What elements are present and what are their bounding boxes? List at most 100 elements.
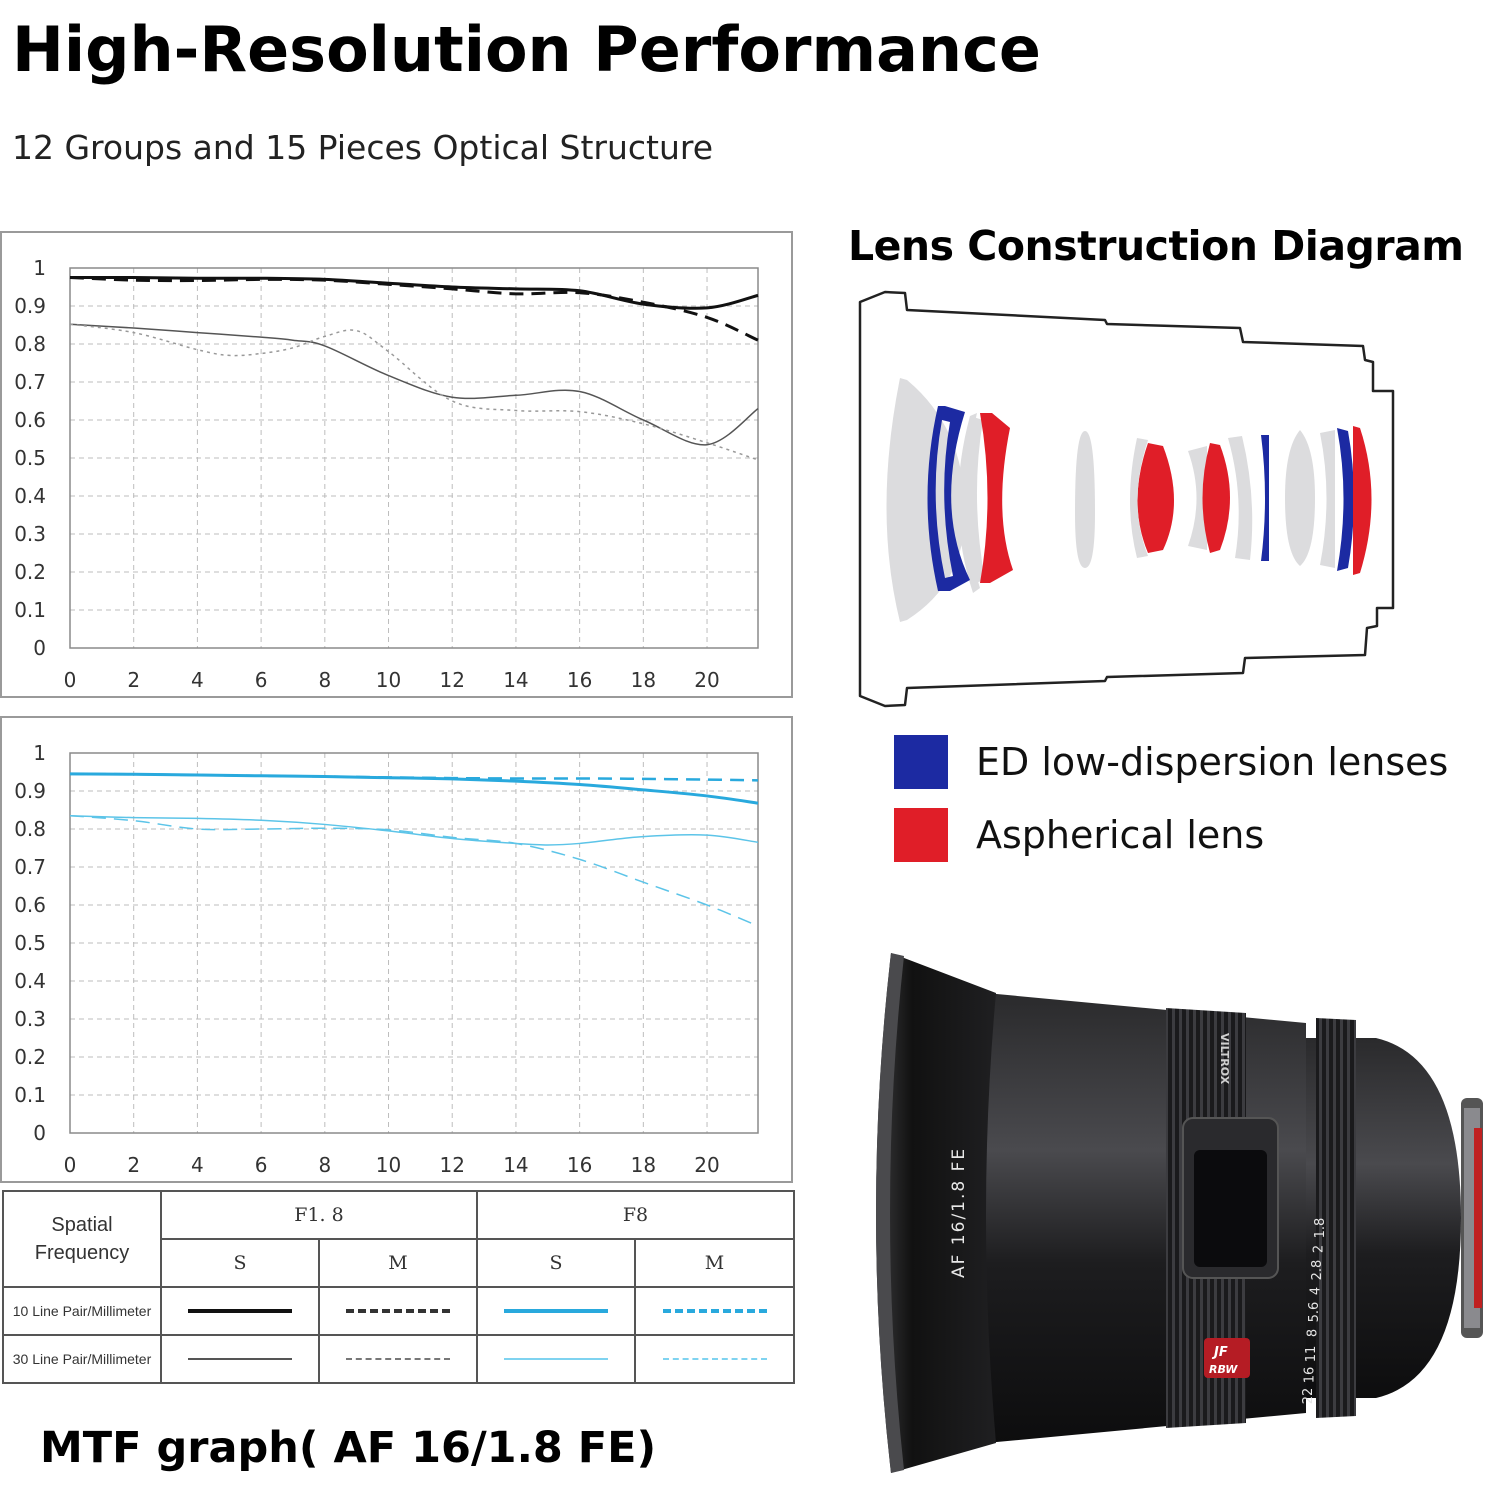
optical-element [1075, 431, 1095, 568]
legend-swatch-aspherical [894, 808, 948, 862]
page-subtitle: 12 Groups and 15 Pieces Optical Structur… [12, 128, 714, 167]
y-tick-label: 0.4 [14, 484, 46, 508]
aperture-mark: 11 [1304, 1346, 1319, 1363]
aspherical-lens-element [1353, 426, 1372, 575]
y-tick-label: 0.9 [14, 294, 46, 318]
mtf-series-line-3 [69, 814, 759, 846]
mtf-series-line-2 [69, 772, 759, 782]
optical-element [958, 413, 980, 593]
lens-barrel-outline [858, 290, 1395, 708]
line-sample [188, 1358, 292, 1360]
x-tick-label: 0 [64, 1153, 77, 1177]
y-tick-label: 0.1 [14, 598, 46, 622]
brand-label: VILTROX [1218, 1033, 1231, 1085]
y-tick-label: 0.5 [14, 446, 46, 470]
aperture-mark: 8 [1306, 1329, 1321, 1337]
x-tick-label: 16 [567, 668, 592, 692]
lens-elements [886, 378, 1372, 622]
column-meridional: M [317, 1238, 479, 1288]
gridlines [70, 752, 758, 1133]
aperture-mark: 2 [1312, 1245, 1327, 1253]
x-tick-label: 8 [318, 1153, 331, 1177]
model-label: AF 16/1.8 FE [949, 1147, 969, 1278]
line-sample [662, 1309, 767, 1313]
y-tick-label: 0.7 [14, 370, 46, 394]
mtf-series-line-4 [69, 814, 759, 927]
line-sample [504, 1358, 609, 1360]
x-tick-label: 0 [64, 668, 77, 692]
legend-swatch-ed [894, 735, 948, 789]
chart-frame [0, 231, 793, 698]
x-tick-label: 4 [191, 668, 204, 692]
y-tick-label: 0 [33, 1121, 46, 1145]
optical-element [1228, 436, 1253, 560]
line-sample [346, 1309, 450, 1313]
chart-frame [0, 716, 793, 1183]
aperture-scale: 1.8 2 2.8 4 5.6 8 11 16 22 [1301, 1218, 1328, 1405]
x-tick-label: 16 [567, 1153, 592, 1177]
column-sagittal: S [476, 1238, 637, 1288]
mtf-chart-f18: 1 0.9 0.8 0.7 0.6 0.5 0.4 0.3 0.2 0.1 00 2 4 6 8 10 12 14… [0, 231, 793, 698]
x-tick-label: 18 [631, 1153, 656, 1177]
mtf-series-line-3 [69, 323, 759, 446]
y-tick-label: 0.9 [14, 779, 46, 803]
x-tick-label: 20 [694, 668, 719, 692]
y-tick-label: 0 [33, 636, 46, 660]
mtf-series-line-2 [69, 276, 759, 342]
aperture-mark: 22 [1301, 1388, 1316, 1405]
lens-body [876, 953, 1483, 1473]
aperture-mark: 2.8 [1310, 1260, 1325, 1281]
aperture-header-f18: F1. 8 [159, 1190, 479, 1240]
aspherical-lens-element [1202, 443, 1230, 553]
plot-area [69, 752, 759, 1134]
y-tick-label: 0.8 [14, 332, 46, 356]
ed-lens-element [1337, 428, 1354, 571]
aperture-header-f8: F8 [476, 1190, 796, 1240]
row-label: 10 Line Pair/Millimeter [2, 1286, 162, 1336]
legend-label-ed: ED low-dispersion lenses [976, 740, 1449, 784]
y-tick-label: 1 [33, 256, 46, 280]
y-tick-label: 0.3 [14, 1007, 46, 1031]
y-tick-label: 0.2 [14, 1045, 46, 1069]
mtf-chart-f8: 1 0.9 0.8 0.7 0.6 0.5 0.4 0.3 0.2 0.1 00 2 4 6 8 10 12 14… [0, 716, 793, 1183]
x-tick-label: 18 [631, 668, 656, 692]
legend-label-aspherical: Aspherical lens [976, 813, 1265, 857]
optical-element [886, 378, 965, 622]
y-tick-label: 0.2 [14, 560, 46, 584]
row-label: 30 Line Pair/Millimeter [2, 1334, 162, 1384]
mtf-caption: MTF graph( AF 16/1.8 FE) [40, 1423, 657, 1473]
y-tick-label: 0.5 [14, 931, 46, 955]
aperture-mark: 4 [1309, 1287, 1324, 1295]
optical-element [1130, 438, 1148, 558]
x-tick-label: 10 [376, 1153, 401, 1177]
line-sample [346, 1358, 450, 1360]
table-row: 30 Line Pair/Millimeter [2, 1334, 796, 1384]
x-tick-label: 12 [439, 668, 464, 692]
aspherical-lens-element [980, 413, 1013, 583]
x-tick-label: 10 [376, 668, 401, 692]
aperture-mark: 5.6 [1307, 1302, 1322, 1323]
mtf-legend-table: Spatial Frequency F1. 8 F8 S M S M 10 Li… [2, 1190, 796, 1384]
x-tick-label: 6 [255, 1153, 268, 1177]
plot-area [69, 267, 759, 649]
column-meridional: M [634, 1238, 796, 1288]
optical-element [963, 416, 985, 583]
optical-element [1188, 446, 1207, 550]
line-sample [662, 1358, 767, 1360]
y-tick-label: 1 [33, 741, 46, 765]
x-tick-label: 12 [439, 1153, 464, 1177]
badge-logo [1204, 1338, 1250, 1378]
x-tick-label: 14 [503, 1153, 528, 1177]
y-tick-label: 0.1 [14, 1083, 46, 1107]
badge-text-top: JF [1211, 1345, 1228, 1360]
aspherical-lens-element [1137, 443, 1174, 553]
y-tick-label: 0.7 [14, 855, 46, 879]
lens-construction-diagram [858, 290, 1395, 708]
x-tick-label: 2 [127, 1153, 140, 1177]
x-tick-label: 8 [318, 668, 331, 692]
optical-element [1320, 430, 1335, 568]
line-sample [504, 1309, 609, 1313]
aperture-mark: 1.8 [1313, 1218, 1328, 1239]
y-tick-label: 0.3 [14, 522, 46, 546]
x-tick-label: 20 [694, 1153, 719, 1177]
